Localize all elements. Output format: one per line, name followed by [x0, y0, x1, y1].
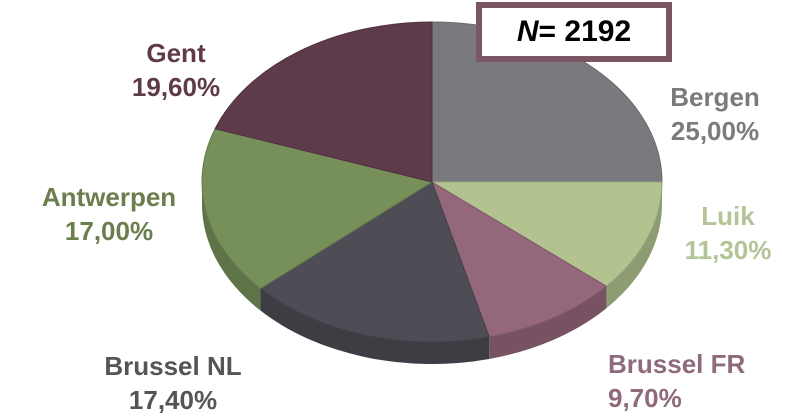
pie-slice-bergen	[431, 21, 663, 183]
slice-value: 17,00%	[64, 216, 154, 246]
slice-name: Brussel NL	[104, 351, 242, 381]
pie-slice-gent	[214, 21, 433, 183]
pie-slice-antwerpen	[201, 128, 434, 290]
pie-side-brussel-fr	[489, 286, 607, 359]
slice-name: Gent	[146, 38, 206, 68]
pie-side-brussel-nl	[260, 288, 490, 364]
sample-size-symbol: N	[516, 15, 539, 48]
pie-slice-brussel-nl	[259, 181, 490, 343]
pie-slice-brussel-fr	[431, 180, 608, 338]
slice-value: 9,70%	[608, 383, 682, 413]
slice-value: 17,40%	[128, 385, 218, 415]
slice-label-luik: Luik 11,30%	[668, 199, 788, 267]
sample-size-value: = 2192	[538, 15, 632, 48]
pie-side-luik	[606, 182, 662, 309]
slice-value: 11,30%	[684, 235, 772, 265]
slice-label-brussel-nl: Brussel NL 17,40%	[80, 349, 266, 417]
sample-size-box: N = 2192	[476, 2, 672, 62]
slice-value: 19,60%	[131, 72, 221, 102]
slice-value: 25,00%	[670, 116, 760, 146]
pie-sides	[202, 182, 662, 364]
slice-name: Luik	[701, 201, 755, 231]
slice-name: Antwerpen	[41, 182, 177, 212]
pie-side-antwerpen	[202, 182, 261, 311]
slice-label-gent: Gent 19,60%	[112, 36, 240, 104]
slice-name: Bergen	[670, 82, 760, 112]
slice-label-antwerpen: Antwerpen 17,00%	[14, 180, 204, 248]
slice-name: Brussel FR	[608, 349, 746, 379]
slice-label-brussel-fr: Brussel FR 9,70%	[608, 347, 745, 415]
slice-label-bergen: Bergen 25,00%	[652, 80, 778, 148]
pie-slices	[201, 21, 663, 343]
pie-slice-luik	[430, 181, 663, 287]
